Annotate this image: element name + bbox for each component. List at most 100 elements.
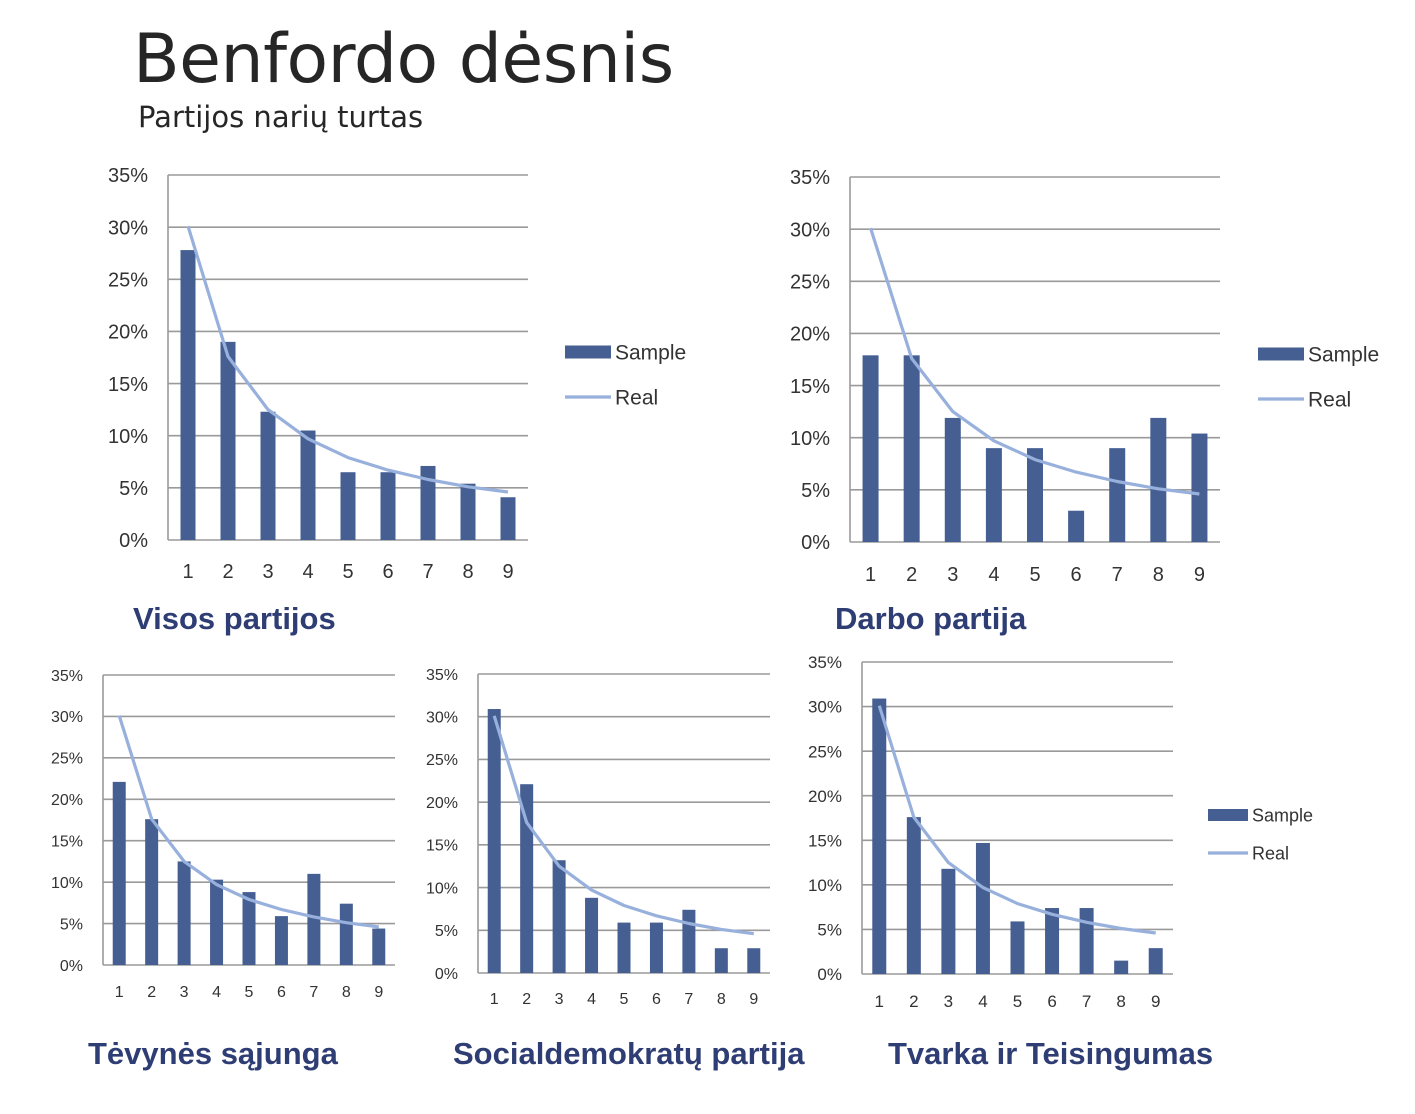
legend-sample-label: Sample: [615, 342, 686, 365]
line-real: [117, 715, 380, 929]
caption-tvarka-ir-teisingumas: Tvarka ir Teisingumas: [888, 1036, 1214, 1071]
y-tick-label: 10%: [426, 880, 458, 897]
y-tick-label: 35%: [790, 167, 830, 189]
x-tick-label: 3: [944, 992, 953, 1011]
x-tick-label: 5: [620, 991, 629, 1008]
bar-sample: [180, 250, 196, 540]
x-tick-label: 8: [717, 991, 726, 1008]
y-tick-label: 25%: [108, 269, 148, 291]
bar-sample: [1045, 908, 1060, 974]
x-tick-label: 6: [652, 991, 661, 1008]
legend-real-label: Real: [615, 387, 658, 410]
bar-sample: [307, 873, 321, 965]
x-tick-label: 8: [342, 984, 351, 1001]
bar-sample: [1191, 433, 1208, 542]
y-tick-label: 35%: [108, 165, 148, 187]
y-tick-label: 20%: [108, 322, 148, 344]
y-tick-label: 0%: [801, 532, 830, 554]
chart-visos-partijos: 0% 5% 10% 15% 20% 25% 30% 35% 1 2 3 4 5 6 7 8 9 Sample Rea…: [108, 165, 686, 583]
bar-sample: [380, 472, 396, 540]
y-tick-label: 5%: [60, 916, 83, 933]
bar-sample: [340, 472, 356, 540]
bar-sample: [1114, 960, 1129, 974]
x-tick-label: 5: [1013, 992, 1022, 1011]
bar-sample: [177, 861, 191, 965]
bar-sample: [975, 842, 990, 974]
y-tick-label: 25%: [51, 751, 83, 768]
line-real: [492, 715, 755, 936]
bar-sample: [585, 897, 599, 973]
x-tick-label: 1: [182, 561, 193, 583]
y-tick-label: 25%: [808, 742, 842, 761]
legend-real-label: Real: [1252, 843, 1289, 863]
bar-sample: [552, 860, 566, 973]
y-tick-label: 25%: [790, 271, 830, 293]
bar-sample: [487, 709, 501, 973]
x-tick-label: 2: [909, 992, 918, 1011]
y-tick-label: 30%: [51, 709, 83, 726]
y-tick-label: 30%: [808, 698, 842, 717]
y-tick-label: 15%: [426, 838, 458, 855]
line-real: [186, 225, 509, 494]
y-tick-label: 10%: [790, 428, 830, 450]
x-tick-label: 1: [115, 984, 124, 1001]
y-tick-label: 0%: [817, 965, 842, 984]
bar-sample: [145, 819, 159, 965]
x-tick-label: 5: [1029, 564, 1040, 586]
x-tick-label: 7: [422, 561, 433, 583]
x-tick-label: 5: [245, 984, 254, 1001]
bar-sample: [906, 817, 921, 974]
bar-sample: [1079, 908, 1094, 974]
bar-sample: [649, 922, 663, 973]
bar-sample: [242, 892, 256, 965]
caption-tevynes-sajunga: Tėvynės sąjunga: [88, 1036, 338, 1071]
bar-sample: [1109, 448, 1126, 542]
x-tick-label: 4: [212, 984, 221, 1001]
y-tick-label: 20%: [808, 787, 842, 806]
bar-sample: [1148, 948, 1163, 974]
bar-sample: [260, 411, 276, 540]
y-tick-label: 30%: [108, 217, 148, 239]
y-tick-label: 10%: [51, 875, 83, 892]
x-tick-label: 9: [374, 984, 383, 1001]
x-tick-label: 9: [1194, 564, 1205, 586]
x-tick-label: 3: [180, 984, 189, 1001]
y-tick-label: 35%: [808, 653, 842, 672]
legend-sample-swatch: [1208, 809, 1248, 821]
bar-sample: [944, 417, 961, 542]
x-tick-label: 4: [978, 992, 987, 1011]
x-tick-label: 6: [277, 984, 286, 1001]
legend-sample-label: Sample: [1252, 805, 1313, 825]
x-tick-label: 9: [749, 991, 758, 1008]
page-title: Benfordo dėsnis: [133, 20, 674, 99]
bar-sample: [460, 483, 476, 540]
y-tick-label: 5%: [801, 480, 830, 502]
x-tick-label: 7: [1112, 564, 1123, 586]
y-tick-label: 15%: [51, 833, 83, 850]
y-tick-label: 25%: [426, 752, 458, 769]
caption-socialdemokratu-partija: Socialdemokratų partija: [453, 1036, 805, 1071]
x-tick-label: 3: [947, 564, 958, 586]
bar-sample: [112, 781, 126, 965]
bar-sample: [274, 916, 288, 965]
y-tick-label: 15%: [790, 376, 830, 398]
x-tick-label: 6: [1047, 992, 1056, 1011]
bar-sample: [1068, 510, 1085, 542]
x-tick-label: 3: [262, 561, 273, 583]
x-tick-label: 9: [502, 561, 513, 583]
bar-sample: [903, 355, 920, 542]
x-tick-label: 2: [522, 991, 531, 1008]
x-tick-label: 2: [222, 561, 233, 583]
bar-sample: [747, 948, 761, 973]
line-real: [877, 705, 1156, 935]
y-tick-label: 0%: [119, 530, 148, 552]
y-tick-label: 20%: [51, 792, 83, 809]
chart-socialdemokratu-partija: 0% 5% 10% 15% 20% 25% 30% 35% 1 2 3 4 5 6 7 8 9: [426, 667, 770, 1008]
bar-sample: [617, 922, 631, 973]
x-tick-label: 7: [684, 991, 693, 1008]
x-tick-label: 2: [147, 984, 156, 1001]
chart-darbo-partija: 0% 5% 10% 15% 20% 25% 30% 35% 1 2 3 4 5 6 7 8 9 Sample Rea…: [790, 167, 1379, 586]
x-tick-label: 7: [309, 984, 318, 1001]
bar-sample: [985, 448, 1002, 542]
y-tick-label: 20%: [426, 795, 458, 812]
